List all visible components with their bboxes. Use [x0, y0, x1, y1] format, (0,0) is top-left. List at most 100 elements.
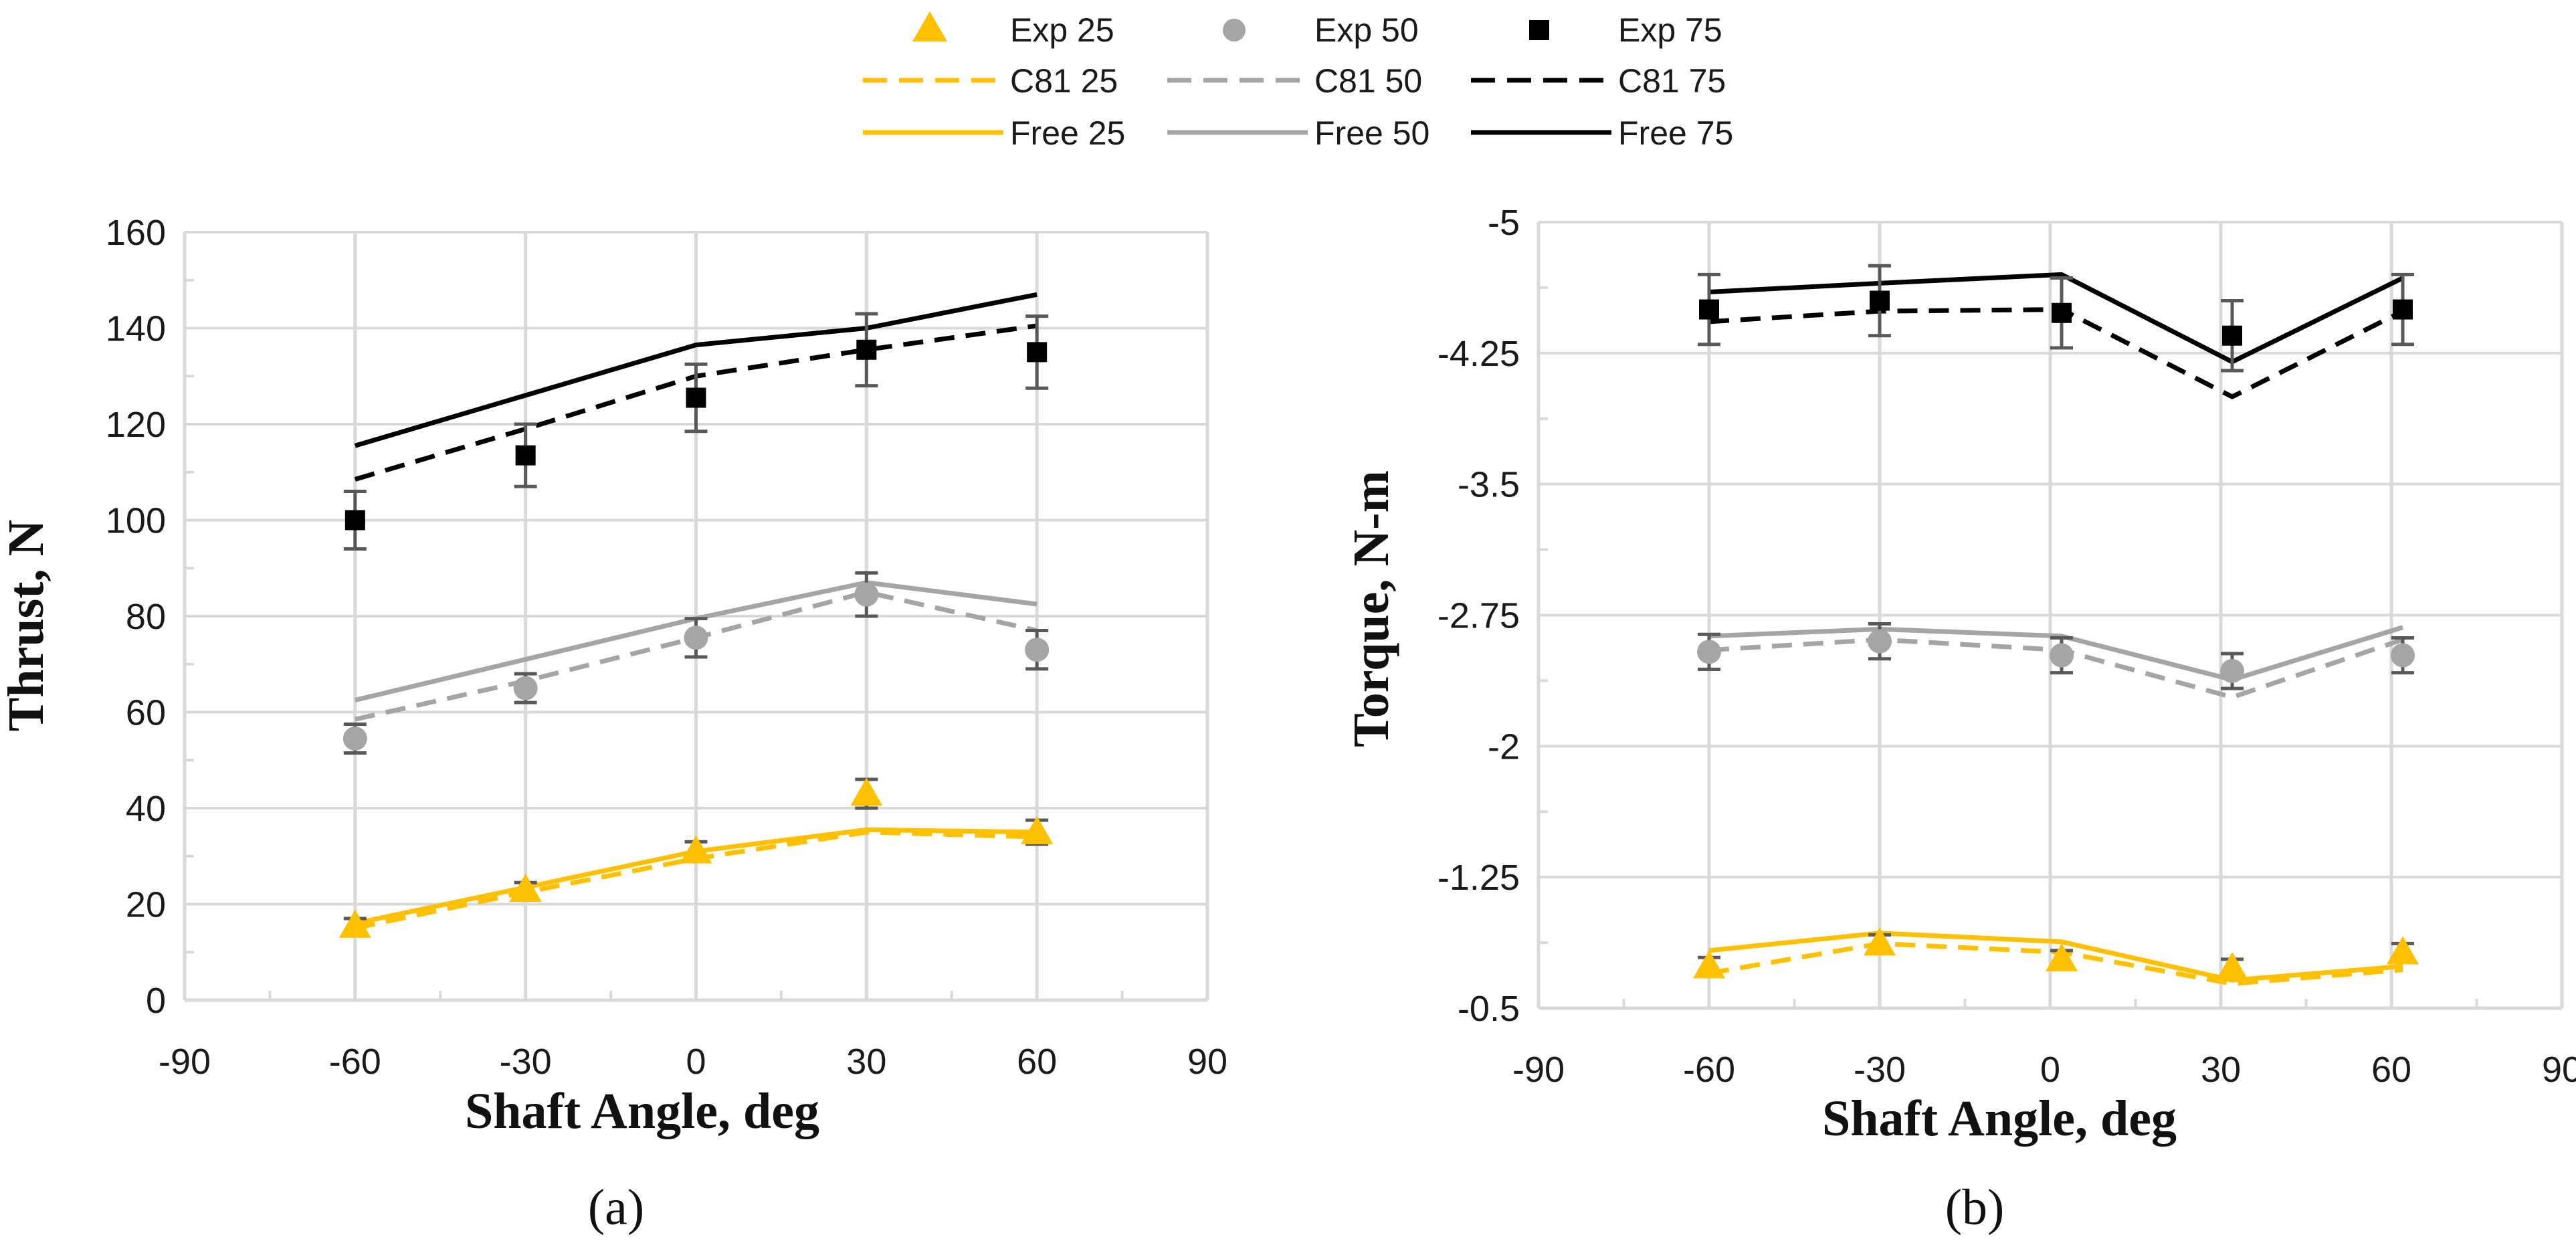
panel-label: (b) — [1945, 1179, 2005, 1236]
x-axis-title: Shaft Angle, deg — [1822, 1090, 2177, 1147]
data-point-exp-50 — [1697, 640, 1721, 664]
y-tick-label: 160 — [106, 213, 166, 253]
data-point-exp-75 — [2052, 302, 2072, 323]
grid-lines — [1539, 221, 2564, 1008]
x-tick-labels: -90 -60 -30 0 30 60 90 — [159, 1042, 1227, 1082]
legend-item-free25: Free 25 — [863, 114, 1125, 152]
data-point-exp-25 — [680, 835, 712, 864]
legend-item-c8150: C81 50 — [1167, 62, 1422, 100]
experiment-markers — [338, 339, 1054, 938]
legend-item-c8125: C81 25 — [863, 62, 1118, 100]
series-line-free-75 — [354, 292, 1037, 448]
y-tick-label: 140 — [106, 309, 166, 349]
legend-label-exp50: Exp 50 — [1314, 11, 1419, 49]
panel-label: (a) — [588, 1179, 644, 1236]
data-point-exp-25 — [2387, 936, 2419, 965]
legend-label-exp25: Exp 25 — [1010, 11, 1114, 49]
y-tick-label: 0 — [146, 981, 166, 1021]
legend-swatch-exp50 — [1223, 19, 1246, 41]
data-point-exp-75 — [856, 339, 877, 360]
y-tick-label: 40 — [126, 789, 166, 829]
x-tick-label: 60 — [1017, 1042, 1057, 1082]
x-tick-label: -60 — [1683, 1050, 1735, 1090]
legend-item-exp25: Exp 25 — [912, 11, 1114, 49]
x-tick-label: 60 — [2371, 1050, 2411, 1090]
data-point-exp-75 — [344, 510, 365, 531]
x-axis-title: Shaft Angle, deg — [465, 1083, 819, 1139]
legend-item-free50: Free 50 — [1167, 114, 1429, 152]
x-tick-label: -90 — [1512, 1050, 1565, 1090]
data-point-exp-50 — [1868, 629, 1892, 654]
y-tick-labels: 0 20 40 60 80 100 120 140 160 — [106, 213, 166, 1021]
y-tick-label: -1.25 — [1438, 858, 1520, 898]
data-point-exp-25 — [338, 909, 371, 938]
chart-panel-b: -90 -60 -30 0 30 60 90 -0.5 -1.25 -2 -2.75 -3.5 -4.… — [1343, 203, 2576, 1236]
data-point-exp-50 — [2050, 643, 2074, 668]
x-tick-label: 0 — [686, 1042, 706, 1082]
y-tick-label: -3.5 — [1458, 465, 1520, 505]
data-point-exp-75 — [2222, 325, 2242, 346]
legend-swatch-exp25 — [912, 11, 947, 41]
y-tick-label: -4.25 — [1438, 334, 1520, 374]
data-point-exp-50 — [2220, 659, 2244, 684]
data-point-exp-75 — [686, 387, 706, 408]
y-tick-labels: -0.5 -1.25 -2 -2.75 -3.5 -4.25 -5 — [1438, 203, 1520, 1029]
data-point-exp-25 — [1693, 950, 1725, 979]
data-point-exp-25 — [1021, 816, 1054, 844]
y-tick-label: -2.75 — [1438, 596, 1520, 636]
series-line-free-75 — [1708, 272, 2404, 365]
legend-label-free50: Free 50 — [1314, 114, 1429, 152]
chart-panel-a: -90 -60 -30 0 30 60 90 0 20 40 60 80 100 120 140 160 S… — [0, 213, 1227, 1236]
legend-label-free25: Free 25 — [1010, 114, 1125, 152]
data-point-exp-75 — [2393, 299, 2413, 320]
x-tick-label: -60 — [329, 1042, 381, 1082]
legend-label-exp75: Exp 75 — [1618, 11, 1722, 49]
y-axis-title: Thrust, N — [0, 520, 54, 732]
x-tick-label: -30 — [500, 1042, 552, 1082]
data-point-exp-25 — [1864, 927, 1896, 956]
data-point-exp-50 — [1025, 638, 1050, 662]
data-point-exp-50 — [513, 676, 538, 700]
x-tick-labels: -90 -60 -30 0 30 60 90 — [1512, 1050, 2576, 1090]
series-line-free-50 — [355, 580, 1037, 702]
legend-label-c8125: C81 25 — [1010, 62, 1118, 100]
data-point-exp-25 — [850, 777, 883, 806]
legend: Exp 25 Exp 50 Exp 75 C81 25 C81 50 C81 7… — [863, 11, 1733, 152]
legend-item-exp75: Exp 75 — [1529, 11, 1722, 49]
y-tick-label: 60 — [126, 693, 166, 733]
data-point-exp-50 — [342, 726, 367, 751]
y-tick-label: 80 — [126, 597, 166, 637]
data-point-exp-25 — [2046, 943, 2078, 971]
data-point-exp-75 — [1699, 299, 1719, 320]
data-point-exp-75 — [515, 445, 536, 466]
x-tick-label: -30 — [1854, 1050, 1906, 1090]
y-tick-label: -0.5 — [1458, 989, 1520, 1029]
legend-item-c8175: C81 75 — [1471, 62, 1726, 100]
legend-swatch-exp75 — [1529, 20, 1549, 40]
y-tick-label: 120 — [106, 405, 166, 445]
legend-item-free75: Free 75 — [1471, 114, 1733, 152]
x-tick-label: 30 — [2201, 1050, 2241, 1090]
y-tick-label: -5 — [1488, 203, 1520, 243]
legend-label-c8150: C81 50 — [1314, 62, 1422, 100]
x-tick-label: 90 — [2542, 1050, 2576, 1090]
y-tick-label: 20 — [126, 885, 166, 925]
y-tick-label: 100 — [106, 501, 166, 541]
x-tick-label: 90 — [1187, 1042, 1227, 1082]
x-tick-label: 30 — [846, 1042, 886, 1082]
legend-label-free75: Free 75 — [1618, 114, 1733, 152]
experiment-markers — [1693, 290, 2419, 980]
y-tick-label: -2 — [1488, 727, 1520, 767]
data-point-exp-50 — [684, 626, 708, 650]
y-axis-title: Torque, N-m — [1343, 470, 1399, 747]
data-point-exp-25 — [2216, 951, 2248, 980]
axes — [183, 232, 1207, 1002]
data-point-exp-50 — [2391, 643, 2415, 668]
legend-label-c8175: C81 75 — [1618, 62, 1726, 100]
series-line-free-25 — [1708, 931, 2403, 983]
x-tick-label: -90 — [159, 1042, 211, 1082]
data-point-exp-25 — [509, 873, 542, 902]
data-point-exp-50 — [854, 582, 879, 607]
